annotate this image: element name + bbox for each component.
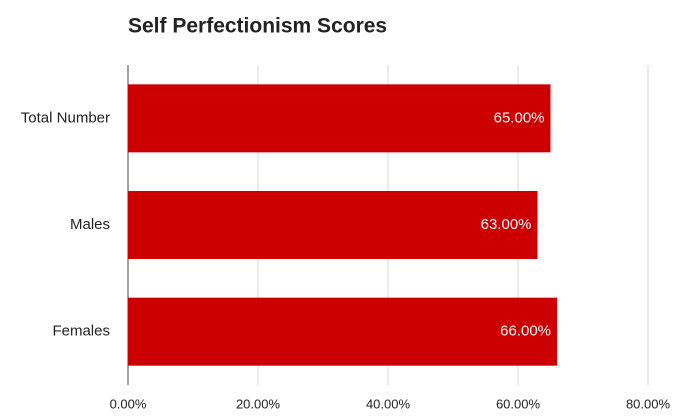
chart-title: Self Perfectionism Scores: [128, 15, 387, 38]
x-tick-label: 80.00%: [626, 396, 671, 411]
x-tick-label: 60.00%: [496, 396, 541, 411]
value-label: 66.00%: [500, 323, 551, 340]
bar: [128, 84, 551, 153]
y-tick-label: Males: [70, 216, 110, 233]
x-tick-label: 0.00%: [110, 396, 147, 411]
value-label: 65.00%: [494, 109, 545, 126]
y-tick-label: Females: [52, 323, 110, 340]
x-tick-label: 40.00%: [366, 396, 411, 411]
x-tick-label: 20.00%: [236, 396, 281, 411]
bar: [128, 297, 557, 366]
y-tick-label: Total Number: [21, 109, 110, 126]
value-label: 63.00%: [481, 216, 532, 233]
bar: [128, 191, 538, 259]
